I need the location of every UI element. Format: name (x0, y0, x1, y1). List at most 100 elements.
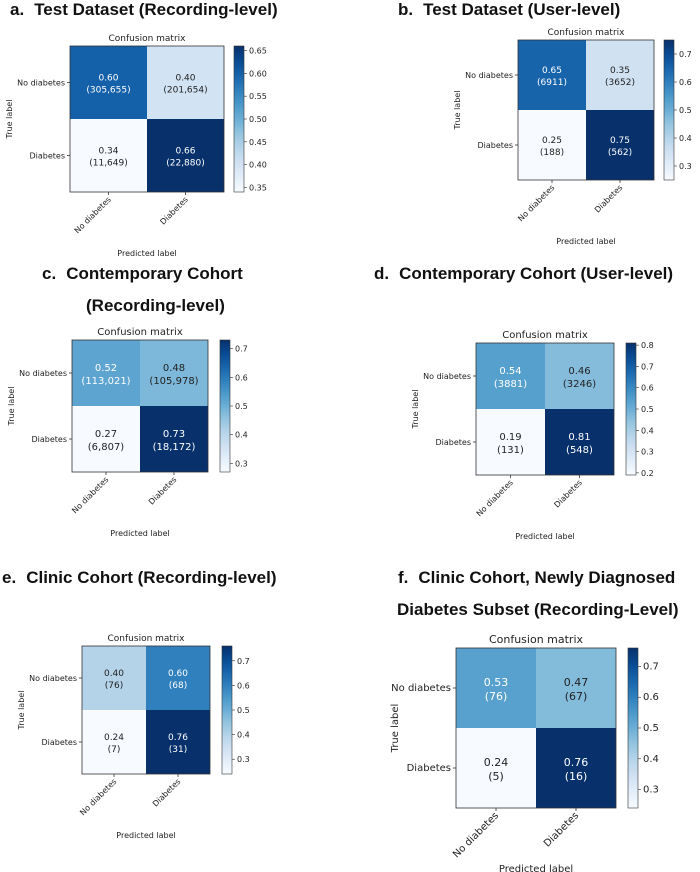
colorbar-tick-label-4: 0.55 (249, 92, 267, 101)
col-label-1: Diabetes (158, 195, 189, 226)
col-label-0: No diabetes (475, 478, 515, 518)
cell-count-r0-c1: (201,654) (163, 86, 207, 96)
confusion-matrix-chart-e: Confusion matrix 0.40 (76) 0.60 (68) 0.24 (7) 0… (17, 634, 250, 840)
cell-value-r0-c0: 0.52 (95, 363, 117, 374)
cell-value-r0-c1: 0.48 (163, 363, 185, 374)
matrix-cell-r1-c0 (82, 710, 146, 774)
cell-count-r1-c1: (18,172) (153, 442, 196, 453)
colorbar-tick-label-2: 0.5 (643, 723, 659, 734)
x-axis-label: Predicted label (117, 249, 176, 258)
colorbar-tick-label-4: 0.7 (679, 50, 692, 59)
col-label-0: No diabetes (78, 777, 118, 817)
y-axis-label: True label (7, 387, 16, 427)
cell-count-r0-c0: (3881) (494, 379, 527, 390)
cell-value-r0-c0: 0.65 (542, 66, 562, 76)
colorbar-tick-label-3: 0.5 (641, 405, 654, 414)
cell-count-r1-c1: (16) (565, 770, 588, 783)
matrix-cell-r1-c1 (140, 406, 208, 472)
colorbar-tick-label-1: 0.4 (679, 134, 692, 143)
matrix-cell-r0-c0 (70, 46, 147, 119)
row-label-1: Diabetes (29, 152, 65, 161)
colorbar-tick-label-0: 0.3 (679, 162, 692, 171)
matrix-cell-r1-c1 (536, 728, 616, 808)
panel-b-title: Test Dataset (User-level) (423, 0, 621, 19)
cell-count-r0-c0: (305,655) (86, 86, 130, 96)
matrix-frame (69, 45, 225, 193)
matrix-title: Confusion matrix (489, 633, 584, 646)
panel-c-letter: c. (42, 264, 57, 283)
cell-value-r1-c1: 0.73 (163, 429, 185, 440)
panel-c-heading: c. Contemporary Cohort (42, 264, 243, 284)
x-axis-label: Predicted label (110, 529, 169, 538)
matrix-cell-r1-c0 (456, 728, 536, 808)
panel-a-letter: a. (10, 0, 25, 19)
colorbar-tick-label-3: 0.6 (237, 681, 250, 690)
matrix-cell-r0-c0 (82, 646, 146, 710)
cell-count-r1-c0: (11,649) (89, 159, 128, 169)
row-label-1: Diabetes (31, 435, 67, 444)
confusion-matrix-chart-d: Confusion matrix 0.54 (3881) 0.46 (3246) 0.19… (411, 330, 654, 541)
cell-count-r1-c0: (5) (488, 770, 504, 783)
matrix-cell-r1-c1 (586, 110, 654, 180)
colorbar-tick-label-3: 0.6 (679, 78, 692, 87)
cell-value-r1-c0: 0.25 (542, 136, 562, 146)
colorbar-tick-label-0: 0.35 (249, 183, 267, 192)
confusion-matrix-chart-b: Confusion matrix 0.65 (6911) 0.35 (3652) 0.25… (453, 28, 692, 246)
colorbar-tick-label-1: 0.4 (235, 431, 248, 440)
panel-c-heading-line2: (Recording-level) (86, 296, 225, 316)
colorbar-tick-label-0: 0.3 (235, 459, 248, 468)
panel-b-heading: b. Test Dataset (User-level) (398, 0, 620, 20)
matrix-cell-r0-c0 (456, 648, 536, 728)
panel-e-heading: e. Clinic Cohort (Recording-level) (2, 568, 276, 588)
row-label-1: Diabetes (435, 438, 471, 447)
matrix-frame (517, 39, 655, 181)
cell-value-r0-c1: 0.46 (568, 366, 590, 377)
cell-count-r1-c1: (22,880) (166, 159, 205, 169)
col-label-1: Diabetes (542, 810, 581, 849)
cell-count-r0-c1: (3246) (563, 379, 596, 390)
panel-e-letter: e. (2, 568, 17, 587)
colorbar (233, 45, 245, 193)
colorbar-tick-label-1: 0.40 (249, 161, 267, 170)
cell-count-r0-c1: (105,978) (149, 376, 198, 387)
colorbar-tick-label-2: 0.5 (679, 106, 692, 115)
colorbar-tick-label-1: 0.4 (643, 754, 659, 765)
cell-value-r0-c1: 0.60 (168, 669, 188, 679)
cell-count-r1-c1: (562) (608, 148, 632, 158)
colorbar-tick-label-6: 0.8 (641, 341, 654, 350)
cell-count-r0-c1: (67) (565, 690, 588, 703)
cell-value-r1-c1: 0.76 (564, 756, 589, 769)
panel-d-heading: d. Contemporary Cohort (User-level) (374, 264, 673, 284)
panel-a-heading: a. Test Dataset (Recording-level) (10, 0, 278, 20)
colorbar-tick-label-3: 0.50 (249, 115, 267, 124)
matrix-title: Confusion matrix (109, 34, 187, 44)
panel-d-letter: d. (374, 264, 390, 283)
cell-value-r0-c0: 0.53 (484, 676, 509, 689)
col-label-1: Diabetes (151, 777, 182, 808)
colorbar-tick-label-5: 0.60 (249, 69, 267, 78)
cell-value-r0-c0: 0.40 (104, 669, 124, 679)
panel-e-title: Clinic Cohort (Recording-level) (26, 568, 277, 587)
colorbar (627, 647, 639, 809)
row-label-0: No diabetes (465, 71, 513, 80)
cell-count-r1-c0: (6,807) (88, 442, 125, 453)
colorbar-tick-label-4: 0.7 (237, 657, 250, 666)
col-label-0: No diabetes (73, 195, 113, 235)
y-axis-label: True label (17, 691, 26, 731)
row-label-0: No diabetes (391, 683, 451, 694)
panel-f-heading-line2: Diabetes Subset (Recording-Level) (397, 600, 679, 620)
cell-value-r1-c1: 0.81 (568, 432, 590, 443)
matrix-cell-r1-c0 (476, 409, 545, 475)
matrix-frame (455, 647, 617, 809)
row-label-1: Diabetes (407, 763, 451, 774)
panel-f-title-line1: Clinic Cohort, Newly Diagnosed (418, 568, 676, 587)
matrix-cell-r0-c1 (536, 648, 616, 728)
cell-value-r0-c1: 0.35 (610, 66, 630, 76)
panel-a-title: Test Dataset (Recording-level) (34, 0, 278, 19)
colorbar-tick-label-0: 0.3 (237, 755, 250, 764)
colorbar-tick-label-4: 0.7 (235, 345, 248, 354)
cell-value-r0-c1: 0.47 (564, 676, 589, 689)
matrix-cell-r0-c1 (586, 40, 654, 110)
y-axis-label: True label (453, 91, 462, 131)
confusion-matrix-chart-f: Confusion matrix 0.53(76) 0.47(67) 0.24(5) 0… (390, 633, 659, 872)
